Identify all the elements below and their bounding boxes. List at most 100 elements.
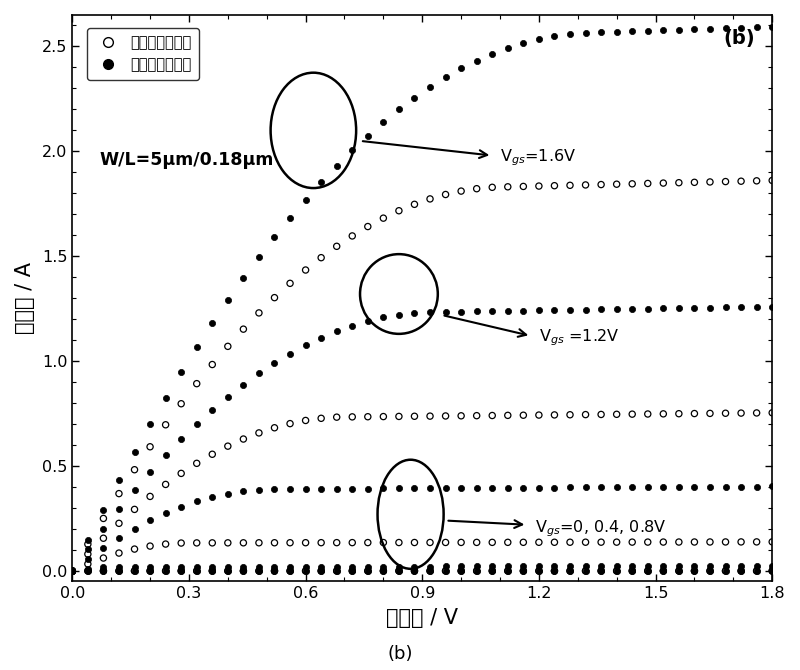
Point	[424, 307, 437, 318]
Point	[657, 565, 670, 576]
Point	[314, 561, 327, 572]
Point	[642, 178, 654, 189]
Point	[673, 565, 686, 576]
Point	[66, 565, 78, 576]
Point	[66, 565, 78, 576]
Point	[657, 178, 670, 188]
Point	[594, 304, 607, 315]
Point	[144, 467, 157, 478]
Point	[362, 561, 374, 572]
Point	[719, 565, 732, 576]
Point	[750, 481, 763, 492]
Point	[703, 23, 716, 34]
Point	[377, 411, 390, 422]
Point	[82, 535, 94, 545]
Point	[330, 412, 343, 423]
Point	[673, 482, 686, 492]
Point	[626, 561, 638, 572]
Point	[330, 565, 343, 576]
Point	[594, 565, 607, 576]
Legend: 辐照后实验结果, 辐照前实验结果: 辐照后实验结果, 辐照前实验结果	[86, 28, 199, 80]
Point	[408, 483, 421, 494]
Point	[377, 565, 390, 576]
Point	[703, 482, 716, 492]
Point	[610, 26, 623, 37]
Point	[610, 565, 623, 576]
Point	[424, 82, 437, 92]
Point	[66, 565, 78, 576]
Point	[330, 483, 343, 494]
Point	[502, 565, 514, 576]
Point	[377, 117, 390, 127]
Point	[719, 481, 732, 492]
Point	[159, 539, 172, 549]
Point	[174, 399, 187, 409]
Point	[144, 565, 157, 576]
Point	[688, 565, 701, 576]
Point	[377, 213, 390, 224]
Point	[533, 482, 546, 493]
Point	[750, 537, 763, 547]
Point	[113, 475, 126, 486]
Point	[268, 565, 281, 576]
Point	[159, 393, 172, 403]
Point	[97, 505, 110, 515]
Point	[144, 419, 157, 429]
Point	[673, 565, 686, 576]
Point	[657, 565, 670, 576]
Point	[688, 177, 701, 188]
Point	[563, 482, 576, 493]
Point	[362, 565, 374, 576]
Point	[610, 537, 623, 547]
Point	[642, 565, 654, 576]
Point	[750, 565, 763, 576]
Point	[594, 561, 607, 572]
Point	[113, 565, 126, 576]
Point	[657, 482, 670, 492]
Point	[377, 483, 390, 494]
Point	[408, 411, 421, 421]
Point	[66, 565, 78, 576]
Point	[626, 409, 638, 419]
Point	[97, 533, 110, 543]
Point	[128, 464, 141, 475]
Point	[393, 206, 406, 216]
Point	[346, 565, 358, 576]
Point	[268, 561, 281, 572]
Point	[237, 433, 250, 444]
Point	[626, 482, 638, 492]
Point	[97, 565, 110, 576]
Point	[66, 565, 78, 576]
Point	[206, 359, 218, 370]
Point	[97, 523, 110, 534]
Point	[579, 27, 592, 38]
Point	[408, 565, 421, 576]
Point	[190, 419, 203, 429]
Point	[454, 482, 467, 493]
Point	[719, 302, 732, 313]
Point	[113, 565, 126, 576]
Point	[82, 553, 94, 564]
Point	[144, 541, 157, 551]
Point	[673, 561, 686, 572]
Point	[144, 565, 157, 576]
Point	[113, 547, 126, 558]
Point	[113, 533, 126, 543]
Point	[284, 484, 297, 494]
Point	[362, 411, 374, 422]
Point	[610, 304, 623, 314]
Point	[703, 565, 716, 576]
Point	[502, 306, 514, 316]
Point	[688, 537, 701, 547]
Point	[470, 410, 483, 421]
Point	[548, 482, 561, 493]
Point	[128, 565, 141, 576]
Point	[486, 182, 498, 193]
Point	[222, 341, 234, 352]
Point	[314, 332, 327, 343]
Point	[439, 411, 452, 421]
Point	[82, 544, 94, 555]
Point	[719, 23, 732, 34]
Point	[470, 565, 483, 576]
Point	[703, 537, 716, 547]
